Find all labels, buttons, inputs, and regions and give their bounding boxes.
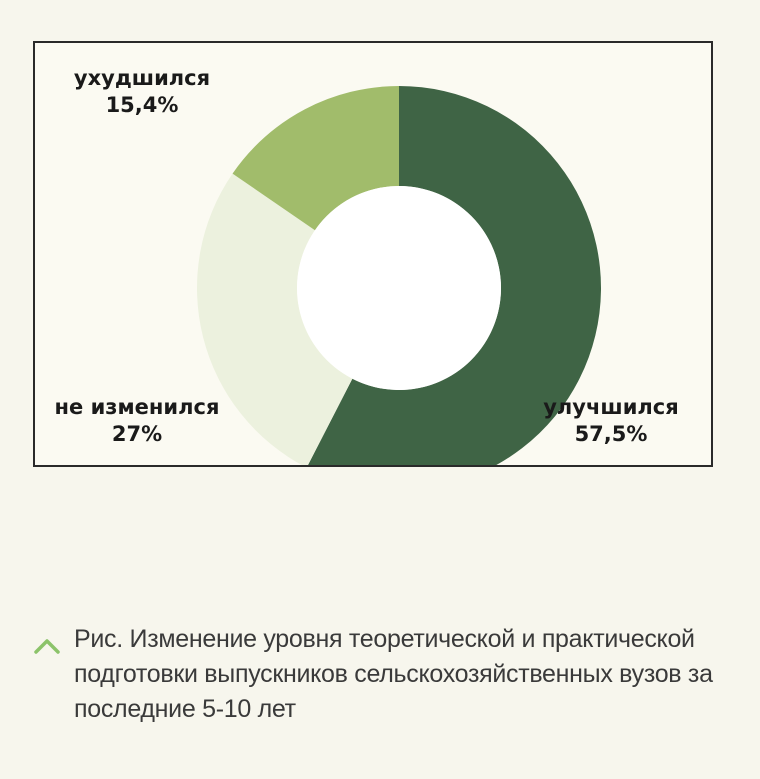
donut-hole xyxy=(297,186,501,390)
slice-label-improved: улучшился 57,5% xyxy=(531,394,691,448)
slice-improved xyxy=(308,86,601,465)
slice-label-worsened-value: 15,4% xyxy=(105,93,179,117)
slice-label-worsened: ухудшился 15,4% xyxy=(67,65,217,119)
chevron-up-icon xyxy=(34,639,60,654)
donut-chart xyxy=(197,86,601,465)
slice-unchanged xyxy=(197,173,353,465)
chart-frame: ухудшился 15,4% не изменился 27% улучшил… xyxy=(33,41,713,467)
caption-text: Рис. Изменение уровня теоретической и пр… xyxy=(74,625,713,723)
slice-label-improved-value: 57,5% xyxy=(574,422,648,446)
slice-worsened xyxy=(232,86,399,231)
slice-label-unchanged-value: 27% xyxy=(111,422,163,446)
slice-label-worsened-name: ухудшился xyxy=(73,66,211,90)
slice-label-unchanged-name: не изменился xyxy=(54,395,220,419)
slice-label-unchanged: не изменился 27% xyxy=(39,394,235,448)
slice-label-improved-name: улучшился xyxy=(543,395,679,419)
